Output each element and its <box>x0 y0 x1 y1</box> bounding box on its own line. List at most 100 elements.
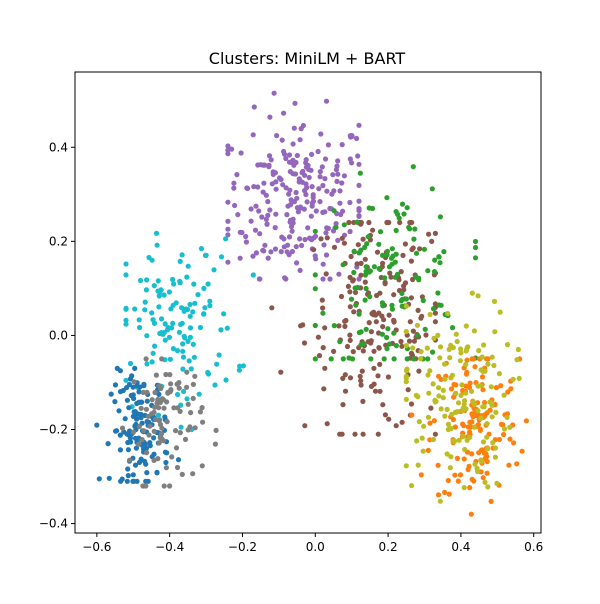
data-point <box>352 431 358 437</box>
data-point <box>467 380 473 386</box>
data-point <box>399 290 405 296</box>
data-point <box>339 142 345 148</box>
data-point <box>164 419 170 425</box>
data-point <box>231 180 237 186</box>
data-point <box>427 368 433 374</box>
data-point <box>339 180 345 186</box>
data-point <box>330 172 336 178</box>
data-point <box>318 131 324 137</box>
data-point <box>156 391 162 397</box>
data-point <box>273 211 279 217</box>
data-point <box>418 472 424 478</box>
data-point <box>166 334 173 340</box>
data-point <box>141 381 147 387</box>
data-point <box>286 252 292 258</box>
data-point <box>190 381 196 387</box>
data-point <box>320 276 326 282</box>
data-point <box>279 137 285 143</box>
data-point <box>192 425 198 431</box>
data-point <box>356 198 362 204</box>
data-point <box>297 267 303 273</box>
data-point <box>362 272 368 278</box>
data-point <box>131 379 137 385</box>
data-point <box>425 356 431 362</box>
data-point <box>320 345 326 351</box>
data-point <box>380 252 386 258</box>
data-point <box>403 373 409 379</box>
data-point <box>506 462 512 468</box>
data-point <box>112 399 118 405</box>
data-point <box>145 478 151 484</box>
data-point <box>171 405 177 411</box>
data-point <box>414 322 420 328</box>
data-point <box>441 249 447 255</box>
data-point <box>425 268 431 274</box>
data-point <box>469 388 475 394</box>
data-point <box>151 435 157 441</box>
data-point <box>342 318 348 324</box>
data-point <box>205 369 211 376</box>
data-point <box>479 354 485 360</box>
data-point <box>297 204 303 210</box>
data-point <box>132 306 138 312</box>
data-point <box>435 290 441 296</box>
data-point <box>437 260 443 266</box>
data-point <box>290 220 296 226</box>
data-point <box>283 185 289 191</box>
data-point <box>461 485 467 491</box>
data-point <box>151 320 158 326</box>
data-point <box>289 228 295 234</box>
data-point <box>387 270 393 276</box>
data-point <box>168 381 174 387</box>
data-point <box>358 260 364 266</box>
data-point <box>298 323 304 329</box>
data-point <box>380 402 386 408</box>
data-point <box>408 401 415 407</box>
data-point <box>142 307 148 313</box>
data-point <box>461 423 467 429</box>
data-point <box>483 451 489 457</box>
data-point <box>125 466 131 472</box>
data-point <box>454 455 460 461</box>
data-point <box>431 335 437 341</box>
data-point <box>302 236 308 243</box>
cluster-6 <box>123 230 256 433</box>
data-point <box>347 289 353 295</box>
data-point <box>386 219 392 226</box>
data-point <box>418 356 424 362</box>
data-point <box>478 415 484 421</box>
data-point <box>136 441 142 447</box>
data-point <box>386 341 392 347</box>
data-point <box>397 219 403 226</box>
data-point <box>185 427 191 433</box>
data-point <box>350 349 356 355</box>
data-point <box>484 421 490 427</box>
data-point <box>144 398 150 404</box>
data-point <box>338 293 345 300</box>
data-point <box>130 413 136 419</box>
data-point <box>432 310 438 316</box>
data-point <box>351 248 357 254</box>
data-point <box>360 431 366 437</box>
data-point <box>179 305 185 311</box>
data-point <box>496 436 502 443</box>
data-point <box>391 319 397 325</box>
data-point <box>199 463 205 469</box>
data-point <box>347 156 353 162</box>
data-point <box>192 373 198 379</box>
data-point <box>438 406 444 412</box>
data-point <box>491 298 498 304</box>
data-point <box>218 327 224 333</box>
data-point <box>225 218 231 224</box>
data-point <box>425 414 432 420</box>
data-point <box>250 272 256 278</box>
data-point <box>510 376 516 382</box>
data-point <box>322 156 329 162</box>
data-point <box>187 313 193 319</box>
data-point <box>123 306 129 312</box>
data-point <box>126 405 132 411</box>
data-point <box>490 440 496 446</box>
data-point <box>184 369 190 375</box>
data-point <box>163 465 169 471</box>
data-point <box>438 302 444 308</box>
